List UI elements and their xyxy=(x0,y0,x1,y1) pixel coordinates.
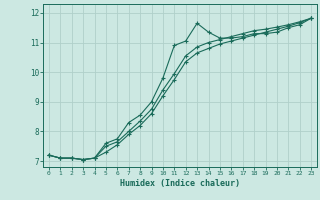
X-axis label: Humidex (Indice chaleur): Humidex (Indice chaleur) xyxy=(120,179,240,188)
